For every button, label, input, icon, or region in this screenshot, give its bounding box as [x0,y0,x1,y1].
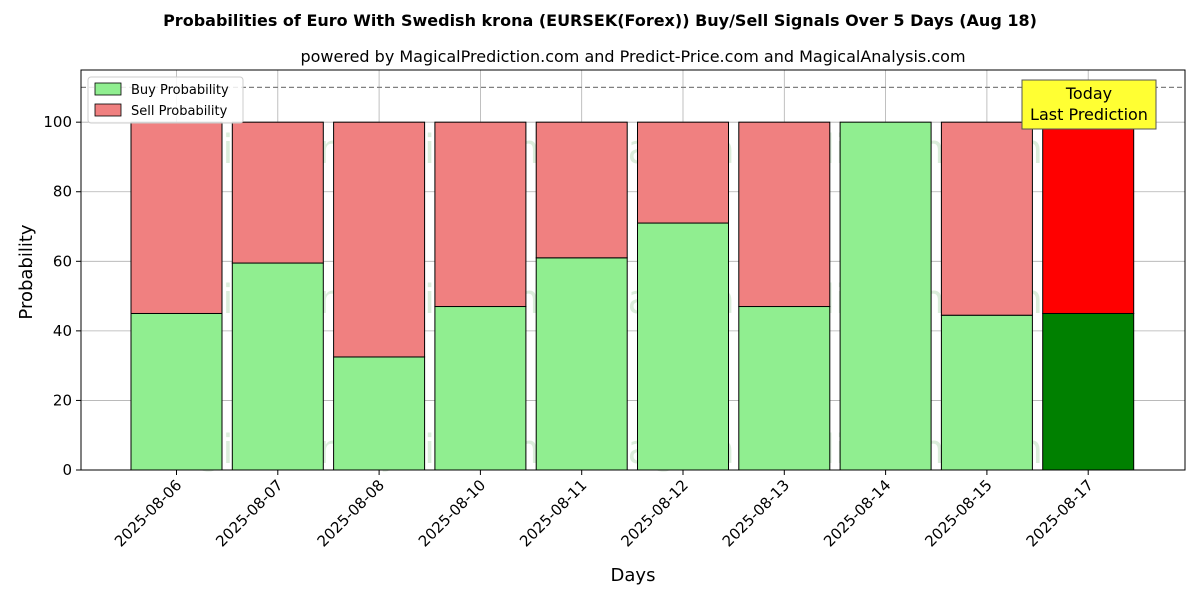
legend-sell-swatch [94,103,122,117]
chart-subtitle: powered by MagicalPrediction.com and Pre… [300,47,965,66]
x-tick-label: 2025-08-15 [921,476,995,550]
bar-buy-2025-08-08 [333,356,426,471]
x-tick-label: 2025-08-12 [617,476,691,550]
y-tick-label: 20 [53,391,72,409]
y-axis-label: Probability [16,224,37,319]
legend: Buy Probability Sell Probability [87,76,244,124]
x-tick-label: 2025-08-08 [314,476,388,550]
today-annotation: Today Last Prediction [1021,79,1157,130]
x-tick-label: 2025-08-11 [516,476,590,550]
annotation-box [1021,79,1157,130]
x-tick-label: 2025-08-13 [719,476,793,550]
bar-sell-2025-08-15 [940,121,1033,316]
bar-sell-2025-08-07 [231,121,324,264]
x-tick-label: 2025-08-17 [1023,476,1097,550]
bar-sell-2025-08-17 [1042,121,1135,314]
x-tick-label: 2025-08-06 [111,476,185,550]
x-tick-label: 2025-08-14 [820,476,894,550]
bar-sell-2025-08-08 [333,121,426,358]
bar-sell-2025-08-13 [738,121,831,308]
bar-sell-2025-08-11 [535,121,628,259]
y-tick-label: 60 [53,252,72,270]
legend-buy-label: Buy Probability [131,83,229,98]
bar-buy-2025-08-13 [738,306,831,471]
legend-sell-label: Sell Probability [131,104,228,119]
x-tick-label: 2025-08-10 [415,476,489,550]
bar-buy-2025-08-15 [940,314,1033,471]
bar-buy-2025-08-17 [1042,312,1135,471]
bar-buy-2025-08-06 [130,312,223,471]
bar-buy-2025-08-14 [839,121,932,471]
bar-buy-2025-08-12 [637,222,729,471]
annotation-line2: Last Prediction [1030,105,1148,124]
y-tick-label: 80 [53,183,72,201]
bar-buy-2025-08-11 [535,257,628,471]
y-tick-label: 40 [53,322,72,340]
bar-layer [130,121,1135,471]
chart-title: Probabilities of Euro With Swedish krona… [163,11,1037,30]
plot-frame [80,69,1186,471]
bar-buy-2025-08-10 [434,306,527,471]
y-tick-label: 100 [43,113,72,131]
x-axis-label: Days [611,565,656,586]
legend-buy-swatch [94,82,122,96]
bar-buy-2025-08-07 [231,262,324,471]
x-tick-label: 2025-08-07 [212,476,286,550]
y-tick-label: 0 [62,461,72,479]
annotation-line1: Today [1065,84,1112,103]
bar-sell-2025-08-06 [130,121,223,314]
legend-frame [87,76,244,124]
bar-sell-2025-08-12 [637,121,729,224]
bar-sell-2025-08-10 [434,121,527,308]
